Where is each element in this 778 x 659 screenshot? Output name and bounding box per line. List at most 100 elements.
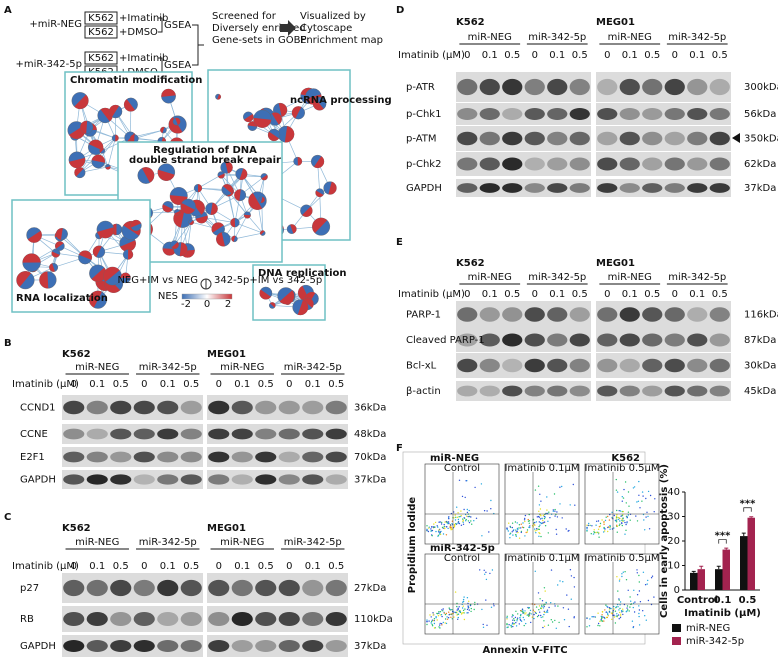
flow-dot bbox=[430, 528, 432, 530]
flow-plot bbox=[584, 553, 660, 635]
flow-dot bbox=[428, 620, 430, 622]
flow-dot bbox=[456, 516, 459, 518]
dose-label: 0.5 bbox=[183, 561, 199, 572]
flow-dot bbox=[431, 529, 434, 532]
flow-dot bbox=[613, 616, 616, 618]
node-half bbox=[259, 289, 271, 300]
legend-bar bbox=[181, 293, 233, 300]
flow-dot bbox=[622, 608, 624, 610]
flow-dot bbox=[439, 531, 441, 533]
legend-swatch bbox=[672, 624, 681, 632]
legend-swatch bbox=[672, 637, 681, 645]
flow-dot bbox=[589, 618, 591, 620]
flow-dot bbox=[512, 534, 514, 536]
panel-letter: E bbox=[396, 237, 403, 248]
cell-line: K562 bbox=[62, 523, 91, 534]
flow-dot bbox=[528, 607, 530, 609]
band bbox=[255, 579, 277, 597]
flow-dot bbox=[524, 535, 526, 537]
flow-dot bbox=[542, 514, 545, 517]
band bbox=[524, 131, 545, 146]
band bbox=[479, 358, 500, 373]
dose-title: Imatinib (μM) bbox=[12, 561, 79, 572]
node-half bbox=[234, 189, 241, 201]
node-half bbox=[211, 222, 224, 233]
flow-dot bbox=[629, 606, 631, 608]
visual-text: Visualized by bbox=[300, 11, 366, 22]
flow-dot bbox=[621, 496, 623, 498]
band bbox=[709, 157, 730, 171]
flow-dot bbox=[445, 612, 448, 615]
cluster-label: ncRNA processing bbox=[290, 95, 392, 106]
size-label: 116kDa bbox=[744, 310, 778, 321]
flow-dot bbox=[530, 613, 532, 615]
flow-dot bbox=[596, 520, 598, 522]
flow-dot bbox=[569, 504, 571, 506]
band bbox=[664, 333, 685, 347]
error-bar bbox=[699, 565, 704, 570]
band bbox=[709, 183, 730, 193]
flow-dot bbox=[629, 519, 631, 521]
dose-label: 0.5 bbox=[504, 50, 520, 61]
dose-label: 0 bbox=[141, 379, 147, 390]
flow-dot bbox=[621, 611, 623, 613]
gsea-label: GSEA bbox=[164, 20, 191, 31]
flow-dot bbox=[445, 534, 448, 536]
blot-background bbox=[456, 328, 591, 352]
flow-dot bbox=[540, 616, 542, 619]
flow-dot bbox=[520, 523, 522, 525]
flow-dot bbox=[457, 521, 460, 523]
flow-dot bbox=[538, 605, 541, 607]
flow-dot bbox=[549, 517, 551, 519]
flow-dot bbox=[509, 537, 511, 539]
node-half bbox=[291, 106, 302, 119]
group-label: miR-342-5p bbox=[139, 537, 197, 548]
band bbox=[642, 157, 663, 171]
blot-background bbox=[596, 328, 731, 352]
size-label: 300kDa bbox=[744, 82, 778, 93]
flow-dot bbox=[515, 535, 517, 537]
band bbox=[619, 333, 640, 347]
flow-dot bbox=[625, 579, 628, 581]
band bbox=[133, 474, 155, 485]
flow-dot bbox=[524, 610, 526, 612]
flow-dot bbox=[515, 610, 517, 612]
flow-plot bbox=[424, 553, 500, 635]
band bbox=[687, 131, 708, 146]
band bbox=[569, 385, 590, 397]
dose-label: 0 bbox=[71, 561, 77, 572]
flow-dot bbox=[538, 504, 541, 506]
flow-dot bbox=[553, 493, 556, 495]
band bbox=[86, 579, 108, 597]
flow-dot bbox=[468, 509, 470, 512]
band bbox=[157, 474, 179, 485]
flow-dot bbox=[595, 524, 597, 526]
bar bbox=[747, 517, 755, 590]
band bbox=[325, 400, 347, 415]
blot-background bbox=[62, 573, 203, 603]
flow-dot bbox=[638, 605, 640, 607]
band bbox=[231, 611, 253, 627]
flow-dot bbox=[559, 503, 561, 505]
flow-dot bbox=[625, 523, 627, 526]
flow-title: Imatinib 0.1μM bbox=[504, 463, 579, 474]
band bbox=[709, 333, 730, 347]
flow-dot bbox=[438, 521, 440, 523]
flow-dot bbox=[511, 614, 514, 616]
band bbox=[457, 157, 478, 171]
flow-dot bbox=[545, 611, 547, 614]
node-half bbox=[302, 206, 313, 217]
flow-dot bbox=[439, 622, 441, 625]
band bbox=[86, 428, 108, 440]
node-half bbox=[128, 249, 133, 260]
node-half bbox=[244, 114, 254, 122]
node-half bbox=[27, 230, 42, 243]
flow-dot bbox=[462, 518, 464, 520]
flow-dot bbox=[624, 521, 626, 524]
flow-dot bbox=[486, 624, 488, 626]
band bbox=[642, 131, 663, 146]
flow-dot bbox=[646, 511, 648, 513]
y-tick-label: 0 bbox=[674, 585, 680, 596]
band bbox=[642, 108, 663, 120]
flow-dot bbox=[460, 515, 462, 517]
